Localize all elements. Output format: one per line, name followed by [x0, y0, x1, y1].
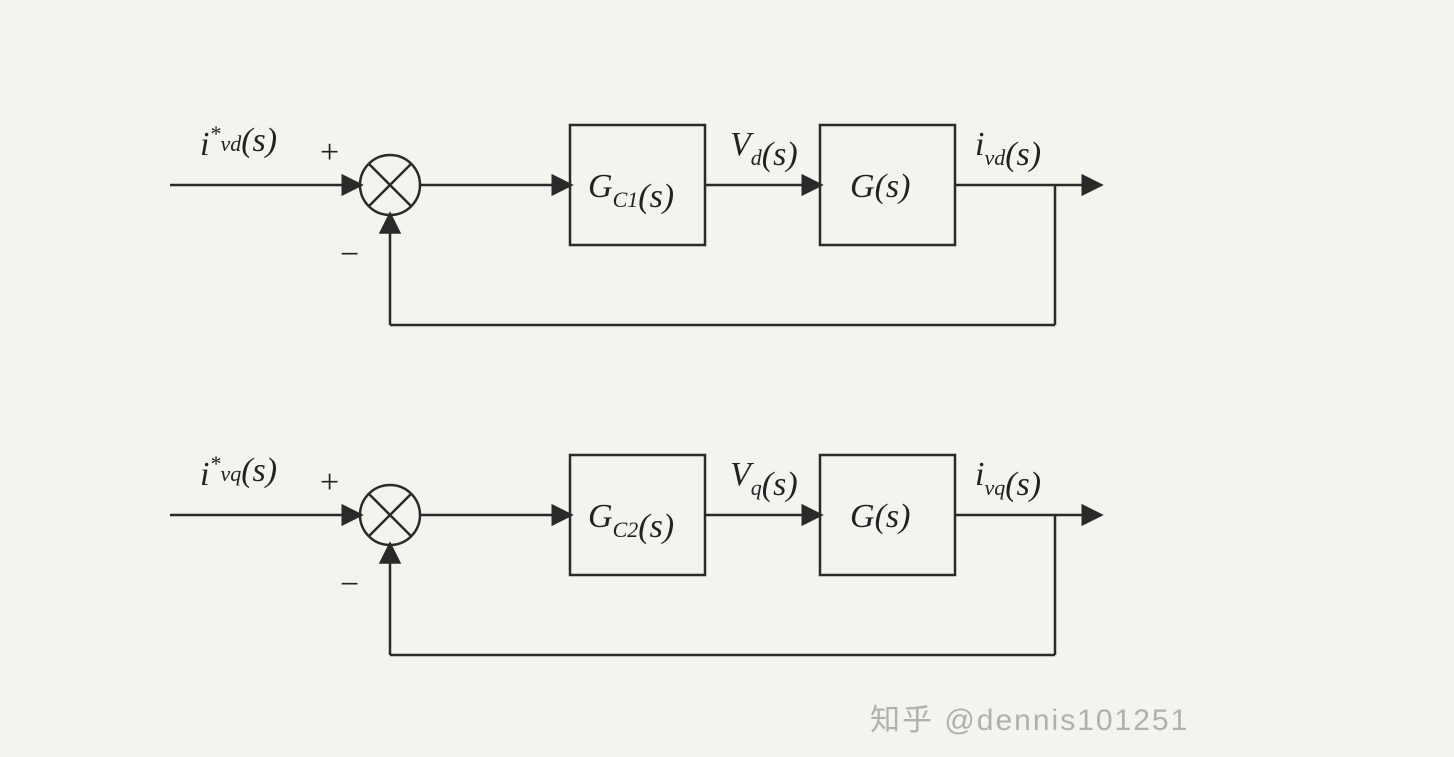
output-label-d: ivd(s)	[975, 126, 1041, 173]
mid-label-d: Vd(s)	[730, 126, 798, 173]
control-block-diagram: i*vd(s) + GC1(s) Vd(s) G(s) ivd(s) − i*vq(s) + GC…	[0, 0, 1454, 757]
minus-sign-q: −	[340, 566, 359, 603]
block2-label-d: G(s)	[850, 168, 910, 205]
block1-label-d: GC1(s)	[588, 168, 674, 215]
plus-sign-q: +	[320, 464, 339, 501]
block1-label-q: GC2(s)	[588, 498, 674, 545]
output-label-q: ivq(s)	[975, 456, 1041, 503]
minus-sign-d: −	[340, 236, 359, 273]
input-label-d: i*vd(s)	[200, 121, 277, 163]
plus-sign-d: +	[320, 134, 339, 171]
watermark: 知乎 @dennis101251	[870, 704, 1189, 737]
block2-label-q: G(s)	[850, 498, 910, 535]
mid-label-q: Vq(s)	[730, 456, 798, 503]
input-label-q: i*vq(s)	[200, 451, 277, 493]
